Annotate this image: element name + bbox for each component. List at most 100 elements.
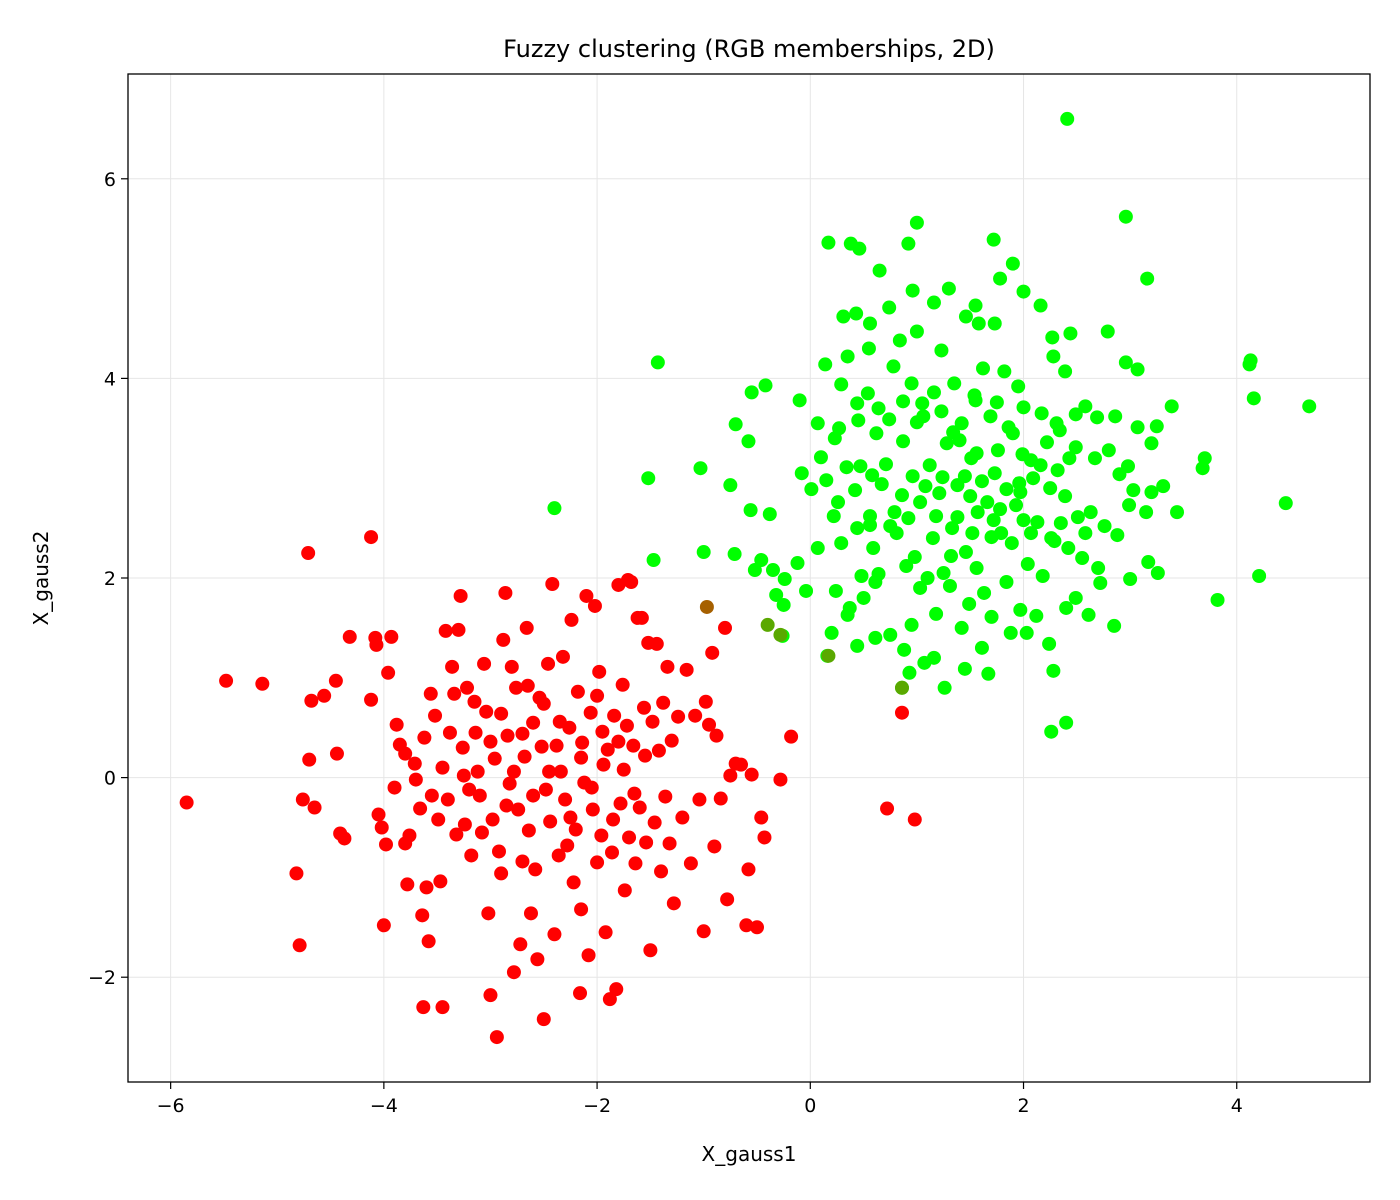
scatter-point	[999, 574, 1014, 589]
scatter-point	[1058, 489, 1073, 504]
scatter-point	[1068, 440, 1083, 455]
scatter-point	[792, 393, 807, 408]
scatter-point	[967, 388, 982, 403]
scatter-point	[868, 574, 883, 589]
scatter-point	[636, 700, 651, 715]
scatter-point	[794, 466, 809, 481]
scatter-point	[1126, 483, 1141, 498]
scatter-point	[709, 728, 724, 743]
scatter-point	[483, 988, 498, 1003]
scatter-point	[574, 750, 589, 765]
scatter-point	[926, 650, 941, 665]
scatter-point	[827, 431, 842, 446]
scatter-point	[1149, 419, 1164, 434]
scatter-point	[428, 708, 443, 723]
scatter-point	[456, 768, 471, 783]
scatter-point	[904, 617, 919, 632]
scatter-point	[528, 862, 543, 877]
scatter-point	[834, 536, 849, 551]
scatter-point	[776, 597, 791, 612]
scatter-point	[1068, 590, 1083, 605]
scatter-point	[757, 830, 772, 845]
scatter-point	[626, 738, 641, 753]
scatter-point	[581, 948, 596, 963]
scatter-point	[549, 738, 564, 753]
scatter-point	[871, 401, 886, 416]
scatter-point	[865, 468, 880, 483]
scatter-point	[564, 612, 579, 627]
scatter-point	[834, 377, 849, 392]
scatter-point	[1053, 516, 1068, 531]
scatter-point	[416, 1000, 431, 1015]
scatter-point	[419, 880, 434, 895]
scatter-point	[784, 729, 799, 744]
scatter-point	[647, 815, 662, 830]
scatter-point	[937, 680, 952, 695]
scatter-point	[594, 828, 609, 843]
scatter-point	[945, 521, 960, 536]
scatter-point	[364, 530, 379, 545]
scatter-point	[1029, 608, 1044, 623]
scatter-point	[993, 271, 1008, 286]
scatter-point	[1016, 513, 1031, 528]
scatter-point	[440, 792, 455, 807]
scatter-point	[1019, 625, 1034, 640]
scatter-point	[743, 503, 758, 518]
scatter-point	[1009, 498, 1024, 513]
scatter-point	[449, 827, 464, 842]
scatter-point	[496, 632, 511, 647]
scatter-point	[863, 316, 878, 331]
scatter-point	[398, 746, 413, 761]
scatter-point	[954, 416, 969, 431]
points-layer	[179, 111, 1317, 1045]
scatter-point	[646, 553, 661, 568]
scatter-point	[179, 795, 194, 810]
scatter-point	[1059, 715, 1074, 730]
scatter-point	[970, 505, 985, 520]
scatter-point	[1156, 479, 1171, 494]
scatter-point	[969, 446, 984, 461]
scatter-point	[487, 751, 502, 766]
chart-title: Fuzzy clustering (RGB memberships, 2D)	[503, 35, 995, 63]
scatter-point	[606, 812, 621, 827]
scatter-point	[617, 883, 632, 898]
scatter-point	[974, 474, 989, 489]
scatter-point	[558, 792, 573, 807]
scatter-point	[727, 547, 742, 562]
y-tick-label: 4	[104, 368, 116, 390]
scatter-point	[880, 801, 895, 816]
scatter-point	[622, 830, 637, 845]
scatter-point	[638, 748, 653, 763]
scatter-point	[1075, 551, 1090, 566]
scatter-point	[499, 798, 514, 813]
scatter-point	[1278, 496, 1293, 511]
scatter-point	[611, 734, 626, 749]
scatter-point	[307, 800, 322, 815]
scatter-point	[866, 541, 881, 556]
scatter-point	[384, 629, 399, 644]
scatter-point	[289, 866, 304, 881]
scatter-point	[1101, 443, 1116, 458]
scatter-point	[1108, 409, 1123, 424]
scatter-point	[666, 896, 681, 911]
scatter-point	[1093, 575, 1108, 590]
scatter-point	[470, 764, 485, 779]
scatter-point	[1078, 399, 1093, 414]
scatter-point	[850, 638, 865, 653]
scatter-point	[882, 412, 897, 427]
scatter-point	[1047, 534, 1062, 549]
scatter-point	[526, 788, 541, 803]
scatter-point	[907, 550, 922, 565]
scatter-point	[613, 796, 628, 811]
scatter-point	[954, 620, 969, 635]
scatter-point	[590, 855, 605, 870]
scatter-point	[536, 696, 551, 711]
scatter-point	[749, 920, 764, 935]
scatter-point	[1097, 519, 1112, 534]
scatter-point	[515, 726, 530, 741]
scatter-point	[1034, 406, 1049, 421]
scatter-point	[485, 812, 500, 827]
scatter-point	[925, 531, 940, 546]
scatter-point	[517, 749, 532, 764]
